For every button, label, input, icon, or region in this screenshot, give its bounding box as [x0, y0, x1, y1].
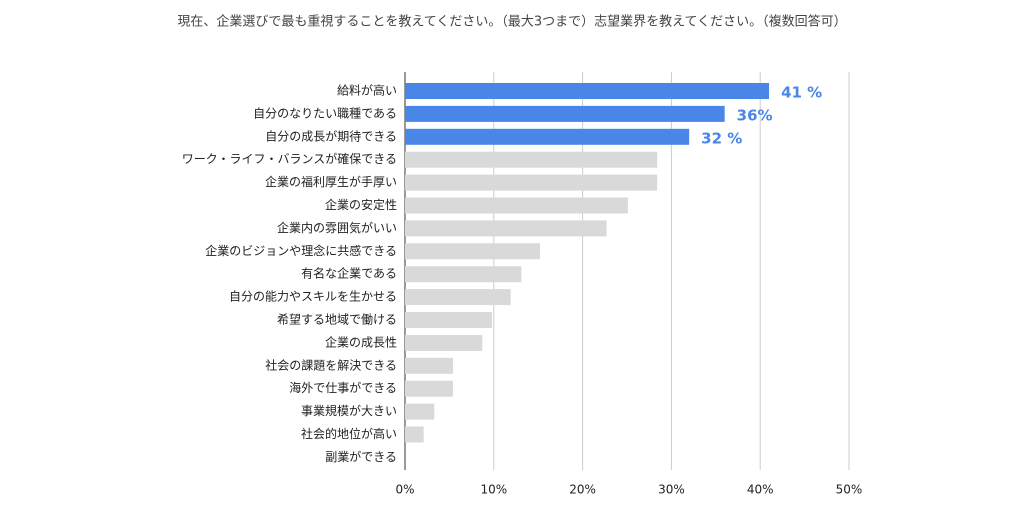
y-tick-label: 事業規模が大きい [301, 403, 397, 418]
value-label: 32 % [701, 129, 742, 147]
bar [405, 220, 607, 237]
y-tick-label: 希望する地域で働ける [277, 312, 397, 327]
x-tick-label: 50% [836, 483, 863, 497]
x-tick-label: 0% [395, 483, 414, 497]
y-tick-label: 社会的地位が高い [301, 426, 397, 441]
y-tick-label: 自分の能力やスキルを生かせる [229, 290, 397, 304]
bar [405, 312, 493, 328]
x-tick-label: 40% [747, 483, 774, 497]
value-label: 41 % [781, 84, 822, 102]
y-tick-label: 自分のなりたい職種である [253, 106, 397, 120]
bar [405, 243, 540, 260]
x-tick-label: 10% [480, 483, 507, 497]
bar [405, 197, 628, 214]
y-tick-label: 副業ができる [325, 449, 397, 464]
bar [405, 83, 770, 99]
y-tick-label: 企業の福利厚生が手厚い [265, 174, 397, 189]
chart-title: 現在、企業選びで最も重視することを教えてください。（最大3つまで）志望業界を教え… [177, 14, 846, 30]
value-label: 36% [737, 106, 773, 124]
bar [405, 426, 424, 443]
y-tick-label: 企業のビジョンや理念に共感できる [205, 243, 397, 258]
bar [405, 128, 690, 145]
bar [405, 151, 658, 168]
y-tick-label: ワーク・ライフ・バランスが確保できる [182, 151, 397, 166]
bar [405, 174, 658, 191]
bar [405, 266, 522, 283]
y-tick-label: 給料が高い [337, 83, 397, 98]
bar [405, 334, 483, 351]
x-tick-label: 30% [658, 483, 685, 497]
y-tick-label: 海外で仕事ができる [289, 380, 397, 395]
y-tick-label: 企業内の雰囲気がいい [277, 220, 397, 235]
y-tick-label: 企業の成長性 [325, 334, 397, 349]
bar [405, 380, 453, 397]
bar [405, 403, 435, 420]
bar [405, 289, 511, 306]
bar [405, 357, 453, 374]
y-tick-label: 有名な企業である [301, 266, 397, 281]
x-tick-label: 20% [569, 483, 596, 497]
bar [405, 105, 725, 122]
y-tick-label: 自分の成長が期待できる [265, 128, 397, 143]
y-tick-label: 企業の安定性 [325, 197, 397, 212]
y-tick-label: 社会の課題を解決できる [265, 357, 397, 372]
